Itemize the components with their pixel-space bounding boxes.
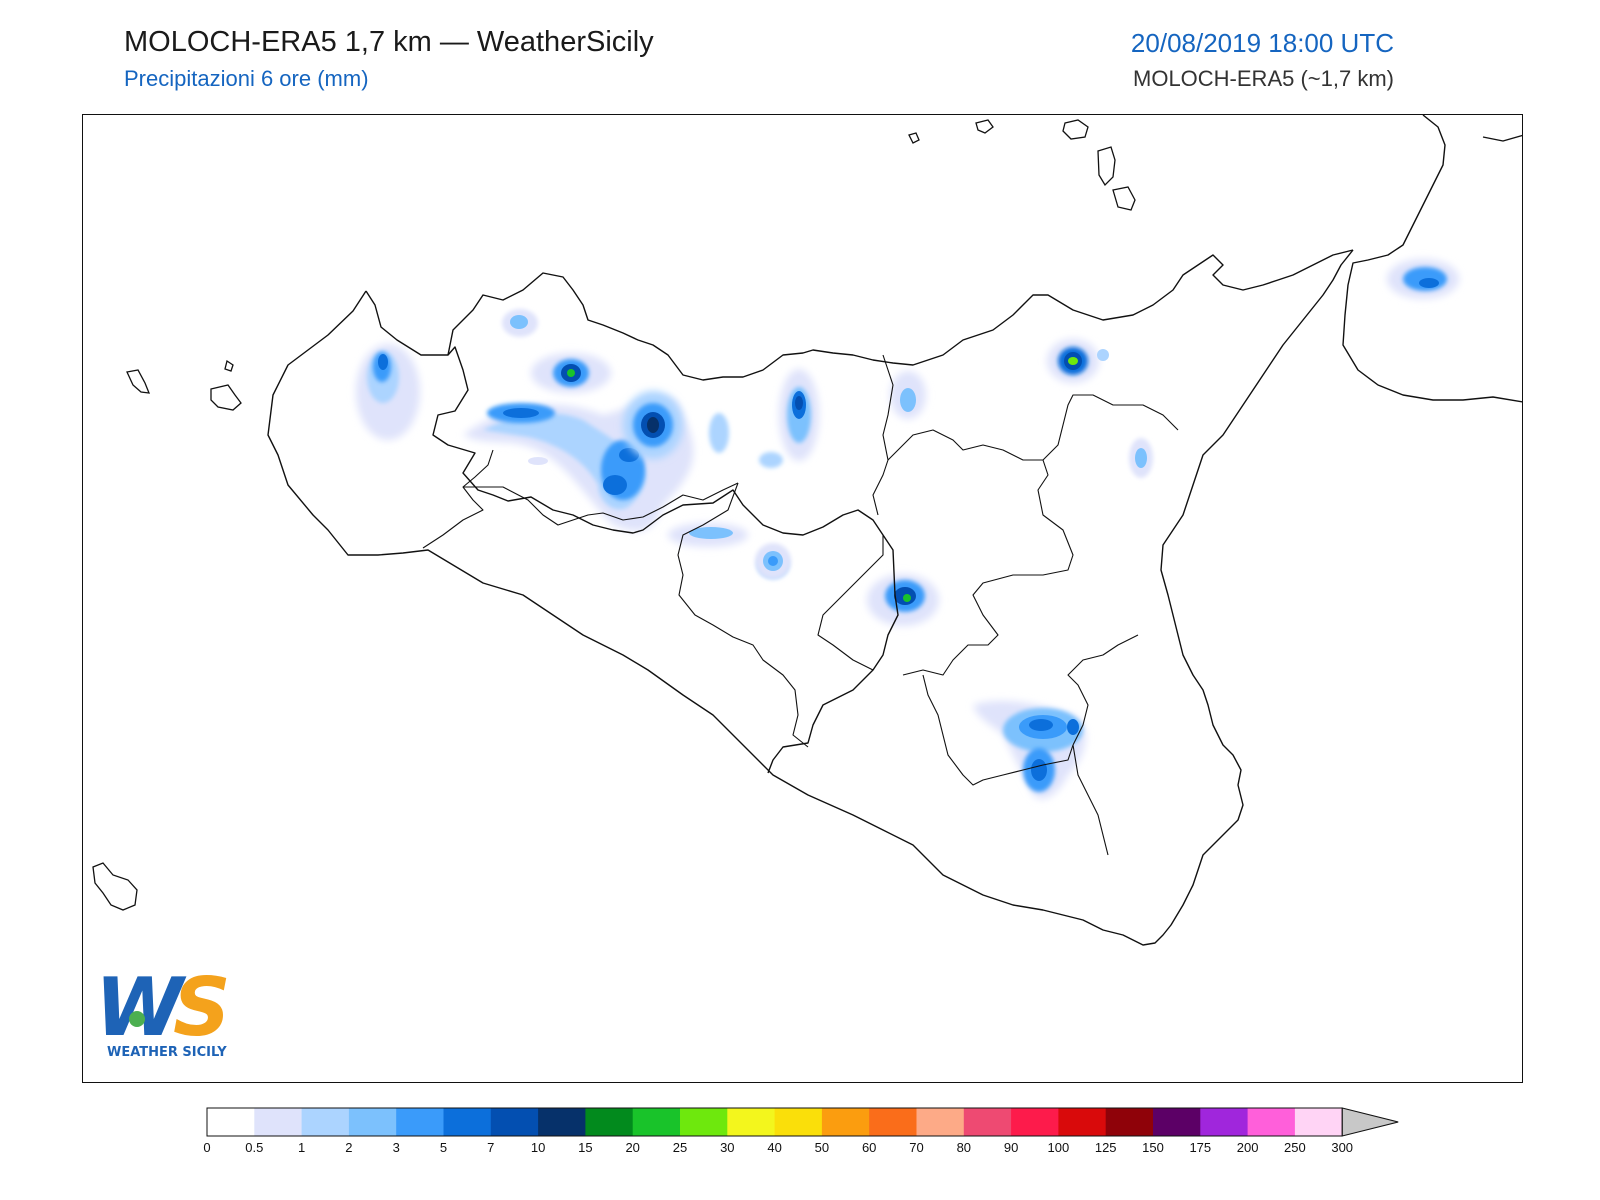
islands (92, 119, 1136, 911)
colorbar-cell (916, 1108, 965, 1136)
colorbar-tick-label: 3 (393, 1140, 400, 1155)
model-label: MOLOCH-ERA5 (~1,7 km) (1133, 66, 1394, 91)
colorbar-cell (680, 1108, 728, 1136)
colorbar-tick-label: 125 (1095, 1140, 1117, 1155)
colorbar-cell (1011, 1108, 1059, 1136)
colorbar-cell (443, 1108, 492, 1136)
colorbar-cell (1294, 1108, 1343, 1136)
colorbar-cell (585, 1108, 634, 1136)
island-marettimo (126, 369, 151, 394)
precip-cell-palermo-north (502, 309, 538, 337)
colorbar-border (206, 1107, 1343, 1137)
colorbar-cell (1058, 1108, 1107, 1136)
colorbar-tick-label: 300 (1331, 1140, 1353, 1155)
colorbar-tick-label: 1 (298, 1140, 305, 1155)
colorbar-tick-label: 7 (487, 1140, 494, 1155)
island-vulcano (1112, 186, 1136, 211)
colorbar-cell (869, 1108, 917, 1136)
colorbar-tick-label: 30 (720, 1140, 734, 1155)
precip-cell-nebrodi (1047, 339, 1109, 383)
colorbar-tick-label: 20 (625, 1140, 639, 1155)
colorbar-tick-label: 0 (203, 1140, 210, 1155)
sicily-coastline (267, 249, 1354, 946)
colorbar-cell (1247, 1108, 1296, 1136)
colorbar-tick-label: 200 (1237, 1140, 1259, 1155)
precip-cell-palermo-band (463, 396, 694, 531)
colorbar-cell (490, 1108, 539, 1136)
colorbar-tick-label: 25 (673, 1140, 687, 1155)
precip-cell-catania-north (1129, 438, 1153, 478)
precip-cell-palermo-center (531, 353, 611, 393)
colorbar-tick-label: 80 (957, 1140, 971, 1155)
precip-cell-corleone (623, 391, 683, 459)
colorbar-tick-label: 5 (440, 1140, 447, 1155)
map-frame: W S WEATHER SICILY (82, 114, 1523, 1083)
colorbar-cell (538, 1108, 586, 1136)
island-lipari (1097, 146, 1116, 187)
colorbar-cell (632, 1108, 681, 1136)
colorbar-cell (821, 1108, 870, 1136)
precip-cell-caltanissetta (755, 543, 791, 579)
precipitation-map: W S WEATHER SICILY (92, 115, 1522, 1060)
colorbar-cell (1200, 1108, 1249, 1136)
logo-w: W (95, 961, 187, 1054)
colorbar-cell (1105, 1108, 1154, 1136)
colorbar-cells (206, 1107, 1399, 1137)
weathersicily-logo: W S WEATHER SICILY (95, 961, 231, 1060)
colorbar-cell (727, 1108, 776, 1136)
colorbar-cell (254, 1108, 303, 1136)
colorbar-cell (396, 1108, 444, 1136)
colorbar-tick-label: 70 (909, 1140, 923, 1155)
province-borders (422, 354, 1179, 856)
island-salina (1062, 119, 1089, 140)
precip-cell-trapani-north (356, 344, 420, 440)
colorbar-cell (963, 1108, 1012, 1136)
island-pantelleria (92, 862, 138, 911)
colorbar-tick-label: 0.5 (245, 1140, 263, 1155)
colorbar-cell (774, 1108, 823, 1136)
map-title: MOLOCH-ERA5 1,7 km — WeatherSicily (124, 26, 654, 58)
precip-cell-madonie (779, 369, 819, 461)
colorbar-tick-label: 15 (578, 1140, 592, 1155)
colorbar-tick-label: 2 (345, 1140, 352, 1155)
colorbar-tick-label: 60 (862, 1140, 876, 1155)
colorbar-cell (207, 1108, 255, 1136)
colorbar-tick-label: 10 (531, 1140, 545, 1155)
colorbar-tick-label: 250 (1284, 1140, 1306, 1155)
island-alicudi (908, 132, 920, 144)
colorbar-tick-label: 40 (767, 1140, 781, 1155)
precip-layer (356, 259, 1459, 799)
forecast-datetime: 20/08/2019 18:00 UTC (1130, 28, 1394, 58)
colorbar-extend-arrow (1341, 1107, 1399, 1137)
colorbar-tick-label: 90 (1004, 1140, 1018, 1155)
colorbar-cell (301, 1108, 350, 1136)
colorbar-tick-label: 100 (1048, 1140, 1070, 1155)
colorbar-cell (348, 1108, 397, 1136)
island-favignana (210, 384, 242, 411)
logo-green-dot (129, 1011, 145, 1027)
logo-s: S (173, 961, 231, 1054)
map-subtitle: Precipitazioni 6 ore (mm) (124, 66, 369, 91)
colorbar: 0 0.5 1 2 3 5 7 10 15 20 25 30 40 50 60 70 80 90 100 125 150… (203, 1107, 1399, 1155)
island-filicudi (975, 119, 994, 134)
logo-caption: WEATHER SICILY (107, 1045, 227, 1060)
precip-cell-nebrodi-west (890, 371, 926, 419)
colorbar-tick-label: 150 (1142, 1140, 1164, 1155)
precip-cell-calabria-east (1387, 259, 1459, 299)
precip-cell-iblei (973, 700, 1086, 799)
colorbar-tick-label: 175 (1189, 1140, 1211, 1155)
colorbar-cell (1153, 1108, 1201, 1136)
precip-cell-enna (867, 574, 939, 626)
colorbar-tick-label: 50 (815, 1140, 829, 1155)
colorbar-labels: 0 0.5 1 2 3 5 7 10 15 20 25 30 40 50 60 70 80 90 100 125 150… (203, 1140, 1353, 1155)
calabria-coastline (1342, 115, 1522, 403)
island-levanzo (224, 359, 234, 372)
